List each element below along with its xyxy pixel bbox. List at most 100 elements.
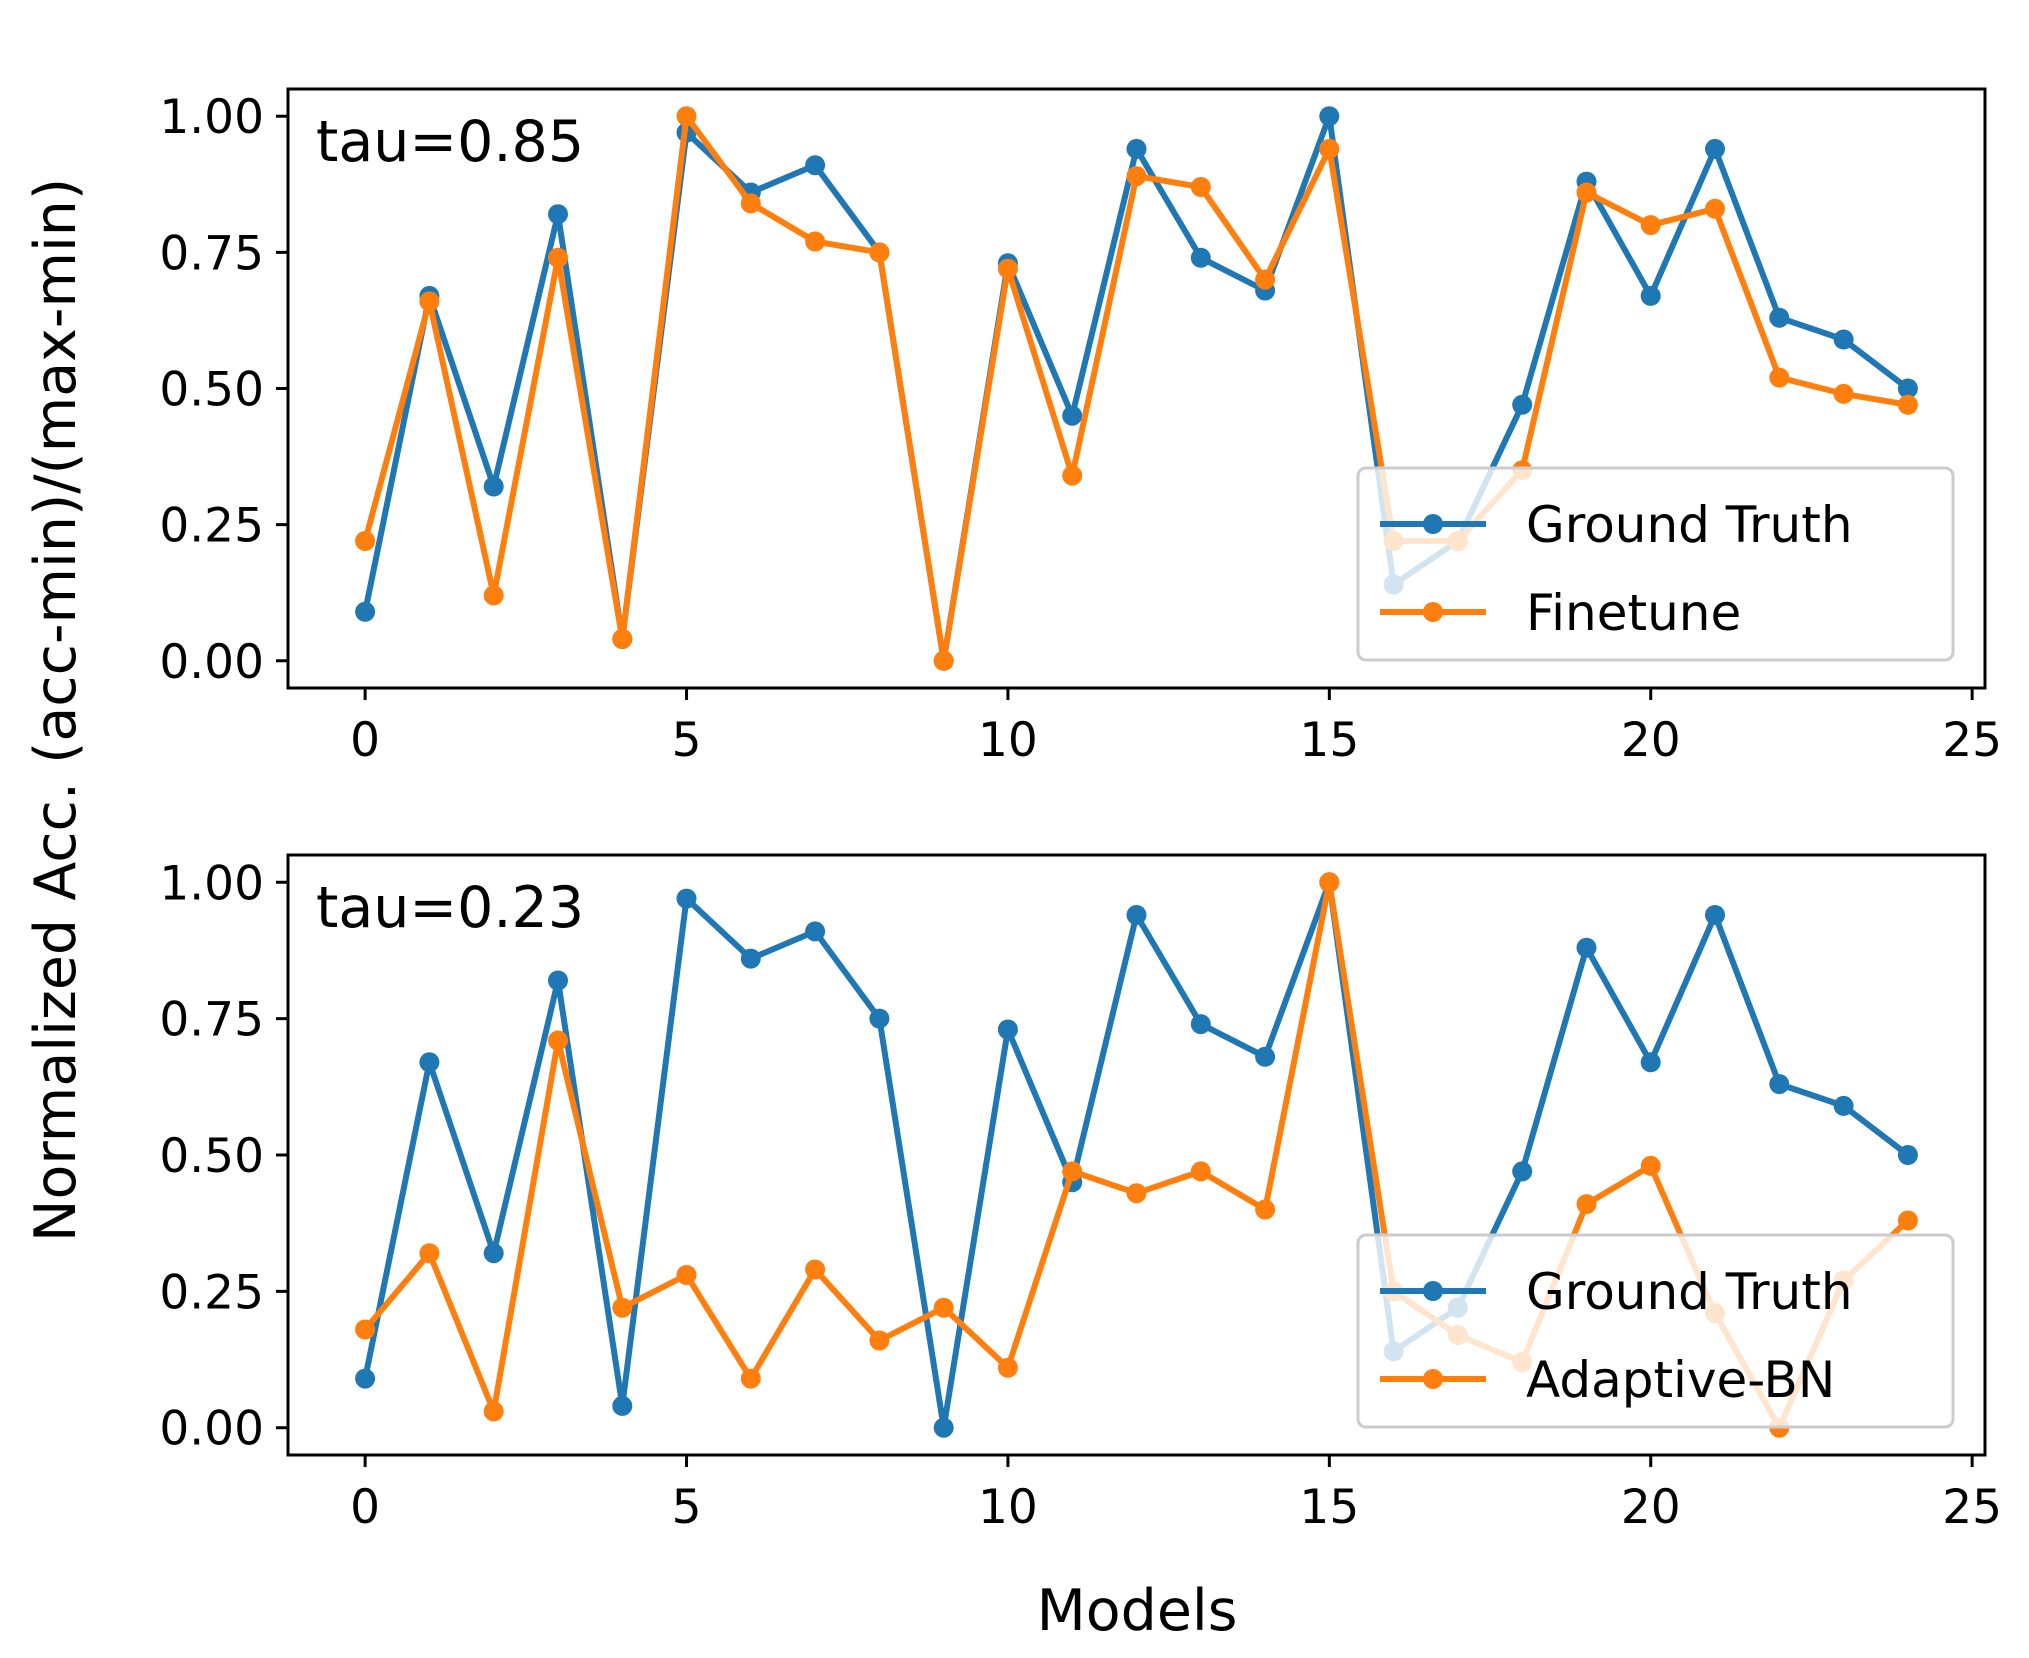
- data-point: [483, 476, 504, 497]
- data-point: [548, 970, 568, 991]
- data-point: [1833, 329, 1854, 350]
- x-tick-label: 15: [1299, 713, 1359, 768]
- data-point: [933, 1297, 954, 1318]
- y-tick-label: 1.00: [159, 90, 264, 145]
- data-point: [355, 1368, 376, 1389]
- y-tick-label: 0.25: [159, 1265, 264, 1320]
- data-point: [1640, 1155, 1661, 1176]
- data-point: [997, 1019, 1018, 1040]
- x-tick-label: 10: [978, 1480, 1038, 1535]
- data-point: [1769, 367, 1790, 388]
- x-axis-label: Models: [1037, 1578, 1238, 1644]
- data-point: [1190, 1014, 1211, 1035]
- data-point: [676, 106, 697, 127]
- data-point: [1576, 1194, 1597, 1215]
- data-point: [1190, 1161, 1211, 1182]
- legend-marker: [1423, 602, 1443, 622]
- data-point: [1897, 1210, 1918, 1231]
- data-point: [1126, 166, 1147, 187]
- data-point: [1512, 1161, 1533, 1182]
- data-point: [1833, 383, 1854, 404]
- data-point: [1255, 1199, 1276, 1220]
- top-chart-panel: 0 5 10 15 20 25 0.00 0.25 0.50 0.75 1.00 tau=0.85 Gr…: [159, 87, 2002, 768]
- data-point: [1833, 1095, 1854, 1116]
- data-point: [740, 1368, 761, 1389]
- y-tick-label: 1.00: [159, 856, 264, 911]
- data-point: [1126, 138, 1147, 159]
- data-point: [1897, 378, 1918, 399]
- data-point: [676, 888, 697, 909]
- data-point: [548, 1030, 568, 1051]
- x-tick-label: 20: [1621, 713, 1681, 768]
- data-point: [869, 242, 890, 263]
- data-point: [612, 629, 633, 649]
- data-point: [1897, 394, 1918, 415]
- data-point: [997, 1357, 1018, 1378]
- data-point: [355, 1319, 376, 1340]
- legend: Ground Truth Adaptive-BN: [1356, 1233, 1955, 1429]
- legend-marker: [1423, 514, 1443, 534]
- data-point: [1319, 106, 1340, 127]
- data-point: [612, 1297, 633, 1318]
- data-point: [805, 231, 826, 252]
- data-point: [483, 585, 504, 606]
- y-tick-label: 0.50: [159, 1129, 264, 1184]
- x-tick-label: 20: [1621, 1480, 1681, 1535]
- tau-annotation: tau=0.23: [316, 875, 584, 941]
- data-point: [1255, 269, 1276, 290]
- data-point: [483, 1401, 504, 1422]
- data-point: [1705, 198, 1725, 219]
- x-tick-label: 5: [672, 1480, 702, 1535]
- data-point: [933, 1417, 954, 1438]
- data-point: [1319, 872, 1340, 893]
- x-tick-label: 25: [1942, 713, 2002, 768]
- y-tick-label: 0.75: [159, 993, 264, 1048]
- data-point: [1576, 937, 1597, 958]
- legend-label: Adaptive-BN: [1526, 1351, 1835, 1409]
- legend-label: Finetune: [1526, 584, 1741, 642]
- x-tick-label: 0: [350, 713, 380, 768]
- data-point: [612, 1395, 633, 1416]
- x-tick-label: 0: [350, 1480, 380, 1535]
- legend-marker: [1423, 1369, 1443, 1389]
- data-point: [740, 193, 761, 214]
- data-point: [1126, 905, 1147, 925]
- data-point: [1190, 247, 1211, 268]
- data-point: [1897, 1145, 1918, 1165]
- data-point: [1705, 905, 1725, 925]
- data-point: [483, 1243, 504, 1264]
- y-tick-label: 0.00: [159, 1402, 264, 1457]
- data-point: [997, 258, 1018, 279]
- data-point: [869, 1330, 890, 1351]
- data-point: [1062, 465, 1083, 486]
- data-point: [1576, 182, 1597, 203]
- data-point: [1512, 394, 1533, 415]
- legend-label: Ground Truth: [1526, 496, 1853, 554]
- data-point: [1062, 405, 1083, 426]
- y-tick-label: 0.75: [159, 226, 264, 281]
- data-point: [805, 155, 826, 176]
- data-point: [419, 1243, 440, 1264]
- data-point: [740, 948, 761, 969]
- data-point: [419, 1052, 440, 1073]
- data-point: [548, 204, 568, 225]
- x-tick-label: 15: [1299, 1480, 1359, 1535]
- data-point: [1640, 285, 1661, 306]
- data-point: [355, 531, 376, 551]
- data-point: [1640, 215, 1661, 236]
- data-point: [1769, 1074, 1790, 1095]
- x-tick-label: 5: [672, 713, 702, 768]
- y-tick-label: 0.00: [159, 635, 264, 690]
- data-point: [1319, 138, 1340, 159]
- y-tick-label: 0.50: [159, 363, 264, 418]
- data-point: [933, 650, 954, 671]
- y-tick-label: 0.25: [159, 499, 264, 554]
- data-point: [805, 1259, 826, 1280]
- data-point: [1640, 1052, 1661, 1073]
- tau-annotation: tau=0.85: [316, 109, 584, 175]
- legend-label: Ground Truth: [1526, 1263, 1853, 1321]
- data-point: [1062, 1161, 1083, 1182]
- legend-box: [1356, 1233, 1955, 1429]
- data-point: [548, 247, 568, 268]
